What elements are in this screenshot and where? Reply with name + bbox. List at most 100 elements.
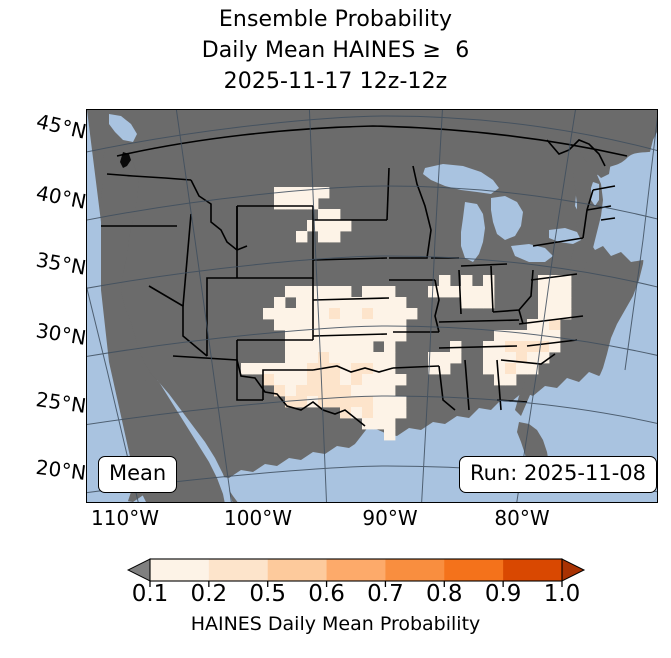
prob-cell <box>351 363 363 375</box>
prob-cell <box>263 308 275 320</box>
parallel-35n <box>87 255 657 289</box>
prob-cell <box>527 341 539 353</box>
prob-cell <box>373 363 385 375</box>
border-mn-ia-wi <box>389 165 432 259</box>
prob-cell <box>340 374 352 386</box>
prob-cell <box>516 363 528 375</box>
prob-cell <box>538 352 550 364</box>
prob-cell <box>549 330 561 342</box>
prob-cell <box>285 308 297 320</box>
prob-cell <box>351 352 363 364</box>
prob-cell <box>494 352 506 364</box>
prob-cell <box>285 187 297 199</box>
prob-cell <box>395 319 407 331</box>
prob-cell <box>395 407 407 419</box>
prob-cell <box>318 308 330 320</box>
prob-cell <box>483 275 495 287</box>
prob-cell <box>505 374 517 386</box>
meridian-80w <box>516 110 576 502</box>
prob-cell <box>384 319 396 331</box>
prob-cell <box>285 396 297 408</box>
prob-cell <box>483 286 495 298</box>
prob-cell <box>307 198 319 210</box>
title-line-3: 2025-11-17 12z-12z <box>223 69 448 94</box>
prob-cell <box>252 363 264 375</box>
prob-cell <box>373 385 385 397</box>
border-nc-sc <box>526 339 578 347</box>
prob-cell <box>318 297 330 309</box>
prob-cell <box>351 341 363 353</box>
prob-cell <box>450 341 462 353</box>
parallel-45n <box>87 115 657 153</box>
colorbar-tick-label-5: 0.8 <box>425 581 463 607</box>
prob-cell <box>329 374 341 386</box>
prob-cell <box>307 352 319 364</box>
prob-cell <box>274 363 286 375</box>
prob-cell <box>505 363 517 375</box>
colorbar-over-arrow <box>561 558 586 582</box>
prob-cell <box>351 330 363 342</box>
prob-cell <box>362 341 374 353</box>
prob-cell <box>362 418 374 430</box>
map-canvas[interactable] <box>86 109 658 503</box>
political-borders <box>101 125 628 427</box>
prob-cell <box>384 374 396 386</box>
prob-cell <box>428 363 440 375</box>
prob-cell <box>274 198 286 210</box>
prob-cell <box>340 396 352 408</box>
prob-cell <box>505 330 517 342</box>
border-ar-la <box>392 365 440 369</box>
prob-cell <box>296 341 308 353</box>
prob-cell <box>362 330 374 342</box>
prob-cell <box>373 308 385 320</box>
puget-sound <box>120 152 131 168</box>
probability-raster <box>241 187 572 441</box>
colorbar-band-4 <box>385 559 445 581</box>
prob-cell <box>362 286 374 298</box>
prob-cell <box>329 297 341 309</box>
colorbar-band-2 <box>267 559 328 581</box>
prob-cell <box>340 286 352 298</box>
colorbar-band-0 <box>150 559 210 581</box>
border-northeast <box>546 139 606 167</box>
prob-cell <box>362 308 374 320</box>
prob-cell <box>373 330 385 342</box>
prob-cell <box>527 352 539 364</box>
prob-cell <box>274 319 286 331</box>
title-line-1: Ensemble Probability <box>218 7 453 32</box>
prob-cell <box>285 374 297 386</box>
lon-label-80w: 80°W <box>494 506 550 530</box>
border-ok-tx-panhandle <box>262 369 313 400</box>
prob-cell <box>560 297 572 309</box>
colorbar-outline <box>149 558 563 582</box>
prob-cell <box>362 297 374 309</box>
prob-cell <box>362 319 374 331</box>
prob-cell <box>274 385 286 397</box>
prob-cell <box>296 231 308 243</box>
prob-cell <box>384 407 396 419</box>
prob-cell <box>362 385 374 397</box>
colorbar-title: HAINES Daily Mean Probability <box>190 613 481 635</box>
prob-cell <box>296 385 308 397</box>
prob-cell <box>483 363 495 375</box>
prob-cell <box>538 275 550 287</box>
prob-cell <box>384 286 396 298</box>
lat-label-40n: 40°N <box>34 180 89 214</box>
prob-cell <box>274 308 286 320</box>
prob-cell <box>329 286 341 298</box>
colorbar[interactable]: 0.1 0.2 0.5 0.6 0.7 0.8 0.9 1.0 HAINES Daily Me… <box>0 553 671 658</box>
border-sc-ga <box>500 353 556 365</box>
border-ne-sd <box>312 257 388 261</box>
border-pa-md <box>530 273 578 281</box>
coastline-group <box>87 110 657 502</box>
prob-cell <box>285 341 297 353</box>
prob-cell <box>296 396 308 408</box>
prob-cell <box>340 352 352 364</box>
prob-cell <box>340 220 352 232</box>
prob-cell <box>505 352 517 364</box>
prob-cell <box>285 198 297 210</box>
prob-cell <box>296 297 308 309</box>
prob-cell <box>318 231 330 243</box>
prob-cell <box>527 319 539 331</box>
prob-cell <box>362 407 374 419</box>
